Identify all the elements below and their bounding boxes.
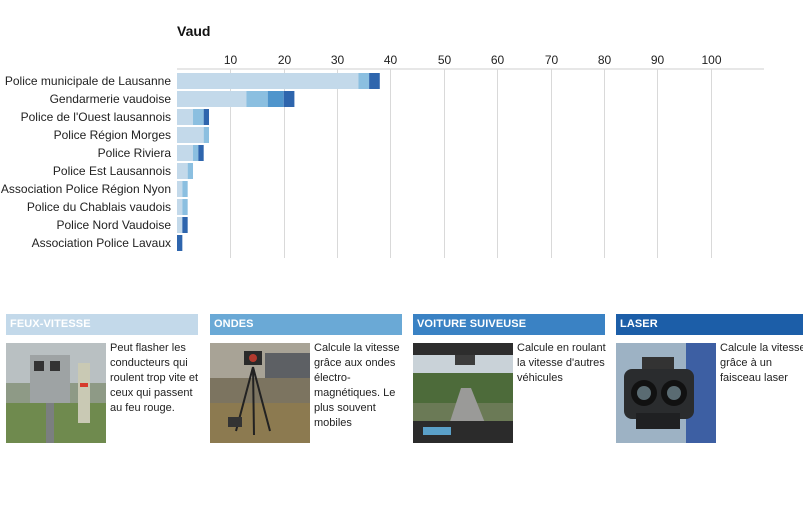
bar-segment	[177, 235, 183, 251]
bar-segment	[177, 127, 204, 143]
legend-card-title: ONDES	[210, 314, 402, 335]
bar-segment	[177, 199, 183, 215]
bar-segment	[358, 73, 370, 89]
legend-card-ondes: ONDES Calcule la vitesse grâce aux ondes…	[210, 314, 402, 443]
category-labels: Police municipale de Lausanne Gendarmerie…	[1, 74, 171, 250]
bar-segment	[177, 109, 194, 125]
bar-segment	[177, 181, 183, 197]
bar-segment	[193, 145, 199, 161]
legend-card-title: FEUX-VITESSE	[6, 314, 198, 335]
bar-segment	[177, 217, 183, 233]
category-label: Police Riviera	[98, 146, 172, 160]
bar-segment	[177, 163, 188, 179]
bar-chart: Vaud 10 20 30 40 50 60 70 80 90 100 Police munici…	[1, 23, 764, 258]
x-tick-label: 40	[384, 53, 398, 67]
bar-segment	[246, 91, 268, 107]
bar-segment	[203, 109, 210, 125]
bar-segment	[193, 109, 204, 125]
bars	[177, 73, 380, 251]
radar-tripod-photo	[210, 343, 310, 443]
bar-segment	[198, 145, 204, 161]
x-axis-ticks: 10 20 30 40 50 60 70 80 90 100	[224, 53, 722, 67]
bar-segment	[187, 163, 194, 179]
x-tick-label: 100	[701, 53, 721, 67]
category-label: Association Police Lavaux	[32, 236, 171, 250]
bar-segment	[182, 181, 188, 197]
bar-segment	[177, 145, 194, 161]
legend-card-title: LASER	[616, 314, 803, 335]
chart-title: Vaud	[177, 23, 210, 39]
category-label: Police du Chablais vaudois	[27, 200, 171, 214]
category-label: Police Nord Vaudoise	[56, 218, 171, 232]
bar-segment	[283, 91, 295, 107]
legend-card-voiture-suiveuse: VOITURE SUIVEUSE Calcule en roulant la v…	[413, 314, 606, 443]
category-label: Police de l'Ouest lausannois	[21, 110, 171, 124]
legend-card-title: VOITURE SUIVEUSE	[413, 314, 605, 335]
x-tick-label: 30	[331, 53, 345, 67]
bar-segment	[267, 91, 284, 107]
legend-card-feux-vitesse: FEUX-VITESSE Peut flasher les conducteur…	[6, 314, 198, 443]
x-tick-label: 10	[224, 53, 238, 67]
x-tick-label: 90	[651, 53, 665, 67]
x-tick-label: 80	[598, 53, 612, 67]
legend-card-description: Calcule la vitesse grâce aux ondes élect…	[314, 342, 400, 429]
legend-card-laser: LASER Calcule la vitesse grâce à un fais…	[616, 314, 803, 443]
speed-camera-photo	[6, 343, 106, 443]
bar-segment	[177, 73, 359, 89]
legend-cards: FEUX-VITESSE Peut flasher les conducteur…	[0, 314, 803, 454]
x-tick-label: 60	[491, 53, 505, 67]
category-label: Police Région Morges	[54, 128, 171, 142]
category-label: Police municipale de Lausanne	[5, 74, 171, 88]
bar-segment	[203, 127, 210, 143]
bar-segment	[182, 199, 188, 215]
x-tick-label: 70	[545, 53, 559, 67]
legend-card-description: Calcule en roulant la vitesse d'autres v…	[517, 342, 606, 384]
x-tick-label: 20	[278, 53, 292, 67]
car-dashboard-photo	[413, 343, 513, 443]
bar-segment	[177, 91, 247, 107]
category-label: Association Police Région Nyon	[1, 182, 171, 196]
legend-card-description: Calcule la vitesse grâce à un faisceau l…	[720, 342, 803, 384]
x-tick-label: 50	[438, 53, 452, 67]
legend-card-description: Peut flasher les conducteurs qui roulent…	[110, 342, 199, 414]
bar-segment	[369, 73, 380, 89]
category-label: Police Est Lausannois	[53, 164, 171, 178]
laser-gun-photo	[616, 343, 716, 443]
category-label: Gendarmerie vaudoise	[50, 92, 172, 106]
bar-segment	[182, 217, 188, 233]
